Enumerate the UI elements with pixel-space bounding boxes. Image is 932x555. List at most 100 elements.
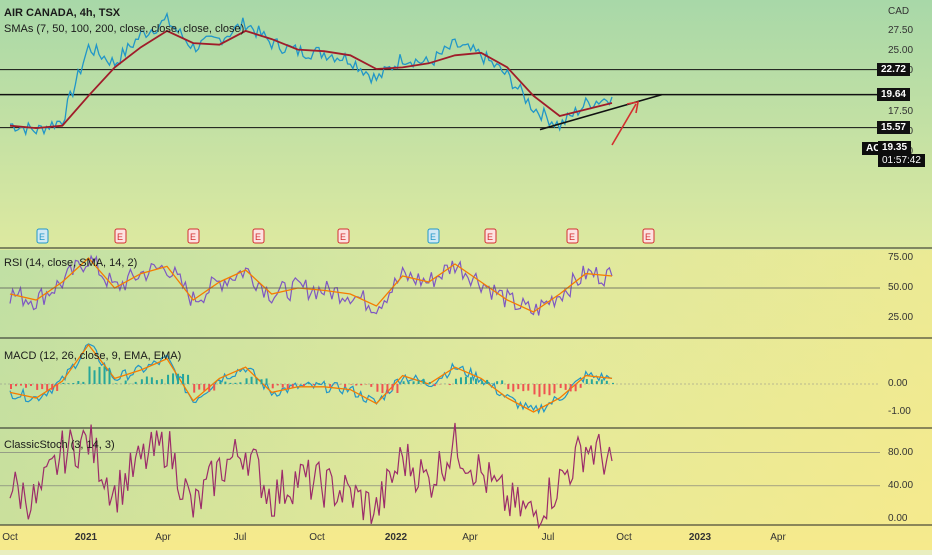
earnings-label: E [487, 232, 493, 242]
macd-histogram-bar [219, 381, 221, 384]
macd-histogram-bar [251, 377, 253, 384]
current-price: 19.35 [878, 141, 911, 154]
macd-histogram-bar [266, 378, 268, 384]
time-tick: 2023 [689, 532, 711, 543]
time-tick: Jul [542, 532, 555, 543]
macd-histogram-bar [151, 377, 153, 384]
macd-histogram-bar [82, 382, 84, 384]
macd-histogram-bar [125, 381, 127, 384]
macd-histogram-bar [355, 384, 357, 385]
stoch-tick: 80.00 [888, 447, 913, 458]
macd-histogram-bar [172, 373, 174, 384]
macd-histogram-bar [277, 384, 279, 385]
macd-histogram-bar [575, 384, 577, 391]
earnings-label: E [645, 232, 651, 242]
macd-histogram-bar [606, 381, 608, 384]
macd-histogram-bar [203, 384, 205, 391]
rsi-tick: 50.00 [888, 282, 913, 293]
macd-histogram-bar [560, 384, 562, 388]
macd-histogram-bar [313, 384, 315, 385]
earnings-label: E [430, 232, 436, 242]
chart-title: AIR CANADA, 4h, TSX [4, 7, 120, 19]
macd-histogram-bar [360, 384, 362, 385]
price-tick: 17.50 [888, 106, 913, 117]
macd-histogram-bar [308, 383, 310, 384]
macd-histogram-bar [391, 384, 393, 390]
macd-histogram-bar [104, 366, 106, 384]
level-badge: 15.57 [877, 121, 910, 134]
macd-histogram-bar [25, 384, 27, 388]
macd-histogram-bar [486, 380, 488, 384]
macd-histogram-bar [213, 384, 215, 391]
macd-histogram-bar [234, 383, 236, 384]
macd-histogram-bar [329, 384, 331, 387]
macd-histogram-bar [30, 384, 32, 386]
rsi-tick: 75.00 [888, 252, 913, 263]
ticker-badge: AC [862, 142, 878, 155]
rsi-tick: 25.00 [888, 312, 913, 323]
level-badge: 19.64 [877, 88, 910, 101]
macd-histogram-bar [423, 379, 425, 384]
macd-histogram-bar [282, 384, 284, 388]
macd-histogram-bar [272, 384, 274, 388]
macd-histogram-bar [381, 384, 383, 393]
macd-histogram-bar [208, 384, 210, 392]
macd-histogram-bar [429, 382, 431, 384]
macd-histogram-bar [94, 370, 96, 384]
macd-histogram-bar [56, 384, 58, 391]
time-tick: Jul [234, 532, 247, 543]
macd-histogram-bar [548, 384, 550, 395]
macd-histogram-bar [413, 381, 415, 384]
macd-histogram-bar [517, 384, 519, 389]
stoch-legend: ClassicStoch (3, 14, 3) [4, 439, 115, 451]
earnings-label: E [190, 232, 196, 242]
macd-histogram-bar [491, 383, 493, 384]
stoch-tick: 40.00 [888, 480, 913, 491]
macd-histogram-bar [10, 384, 12, 389]
macd-tick: 0.00 [888, 378, 907, 389]
macd-histogram-bar [109, 370, 111, 384]
macd-histogram-bar [527, 384, 529, 391]
macd-histogram-bar [396, 384, 398, 393]
macd-histogram-bar [350, 384, 352, 385]
macd-histogram-bar [224, 382, 226, 384]
price-tick: 27.50 [888, 25, 913, 36]
macd-histogram-bar [475, 379, 477, 384]
macd-histogram-bar [20, 384, 22, 386]
macd-histogram-bar [77, 381, 79, 384]
macd-histogram-bar [72, 383, 74, 384]
macd-histogram-bar [580, 384, 582, 388]
indicator-background [0, 250, 932, 525]
currency-label: CAD [888, 6, 909, 17]
macd-histogram-bar [161, 379, 163, 384]
time-tick: Apr [462, 532, 478, 543]
macd-histogram-bar [565, 384, 567, 390]
sma-legend: SMAs (7, 50, 100, 200, close, close, clo… [4, 23, 244, 35]
time-tick: Oct [616, 532, 632, 543]
macd-histogram-bar [15, 384, 17, 386]
earnings-label: E [39, 232, 45, 242]
macd-histogram-bar [538, 384, 540, 397]
macd-histogram-bar [182, 374, 184, 384]
rsi-legend: RSI (14, close, SMA, 14, 2) [4, 257, 137, 269]
macd-histogram-bar [287, 384, 289, 389]
macd-histogram-bar [67, 383, 69, 384]
time-tick: Apr [155, 532, 171, 543]
stoch-tick: 0.00 [888, 513, 907, 524]
macd-histogram-bar [62, 383, 64, 384]
macd-histogram-bar [553, 384, 555, 393]
macd-histogram-bar [246, 378, 248, 384]
macd-histogram-bar [449, 384, 451, 385]
macd-histogram-bar [318, 383, 320, 384]
macd-histogram-bar [187, 375, 189, 384]
macd-histogram-bar [570, 384, 572, 391]
macd-histogram-bar [156, 380, 158, 384]
macd-histogram-bar [418, 381, 420, 384]
time-tick: 2021 [75, 532, 97, 543]
macd-histogram-bar [256, 379, 258, 384]
macd-histogram-bar [99, 367, 101, 384]
macd-histogram-bar [481, 381, 483, 384]
macd-histogram-bar [292, 384, 294, 387]
macd-tick: -1.00 [888, 406, 911, 417]
